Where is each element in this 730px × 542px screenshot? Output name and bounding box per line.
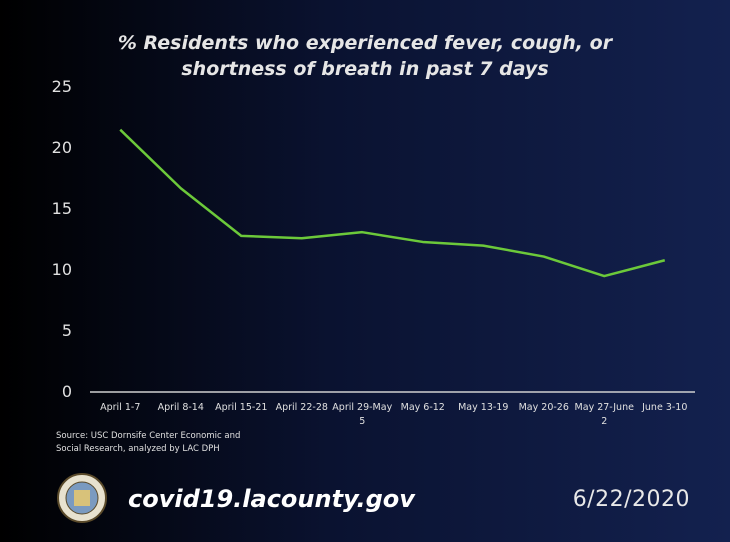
y-tick-label: 0: [61, 382, 72, 401]
y-tick-label: 15: [51, 199, 72, 218]
date: 6/22/2020: [572, 487, 690, 512]
county-seal: [57, 473, 107, 523]
x-tick-label: April 22-28: [275, 402, 328, 413]
y-tick-label: 5: [61, 321, 72, 340]
x-tick-label: May 6-12: [400, 402, 445, 413]
y-tick-label: 25: [51, 77, 72, 96]
y-tick-label: 20: [51, 138, 72, 157]
y-tick-label: 10: [51, 260, 72, 279]
data-line: [119, 128, 666, 278]
x-tick-label: May 20-26: [518, 402, 569, 413]
source-note: Source: USC Dornsife Center Economic and…: [56, 431, 241, 454]
x-tick-label: April 29-May 5: [332, 402, 393, 427]
chart-title: % Residents who experienced fever, cough…: [117, 32, 613, 80]
x-tick-label: June 3-10: [642, 402, 688, 413]
x-tick-label: May 27-June 2: [574, 402, 634, 427]
website: covid19.lacounty.gov: [128, 485, 415, 513]
x-tick-label: May 13-19: [458, 402, 509, 413]
x-tick-label: April 8-14: [157, 402, 204, 413]
x-tick-label: April 15-21: [215, 402, 268, 413]
x-tick-label: April 1-7: [100, 402, 141, 413]
